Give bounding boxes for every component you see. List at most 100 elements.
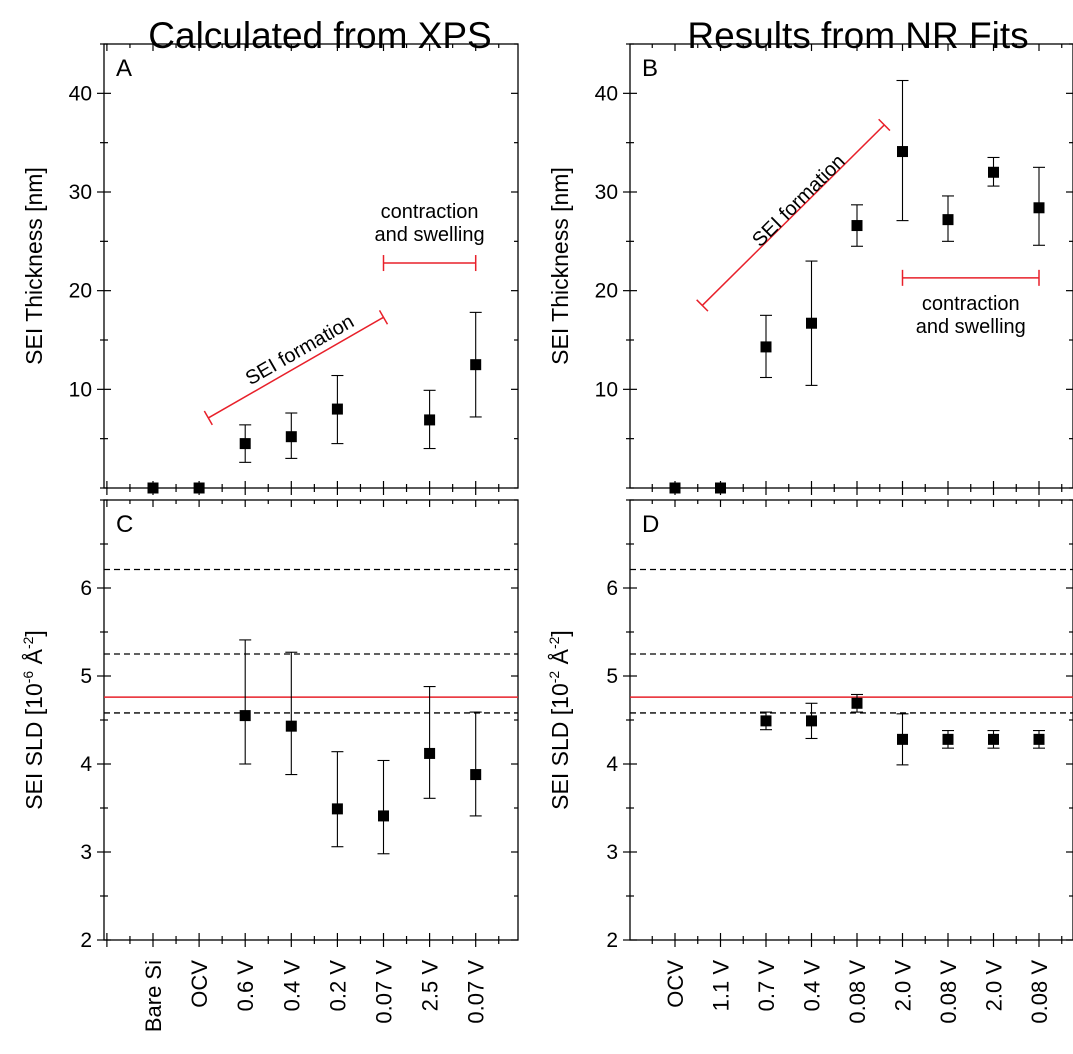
x-category-label: 0.4 V — [800, 960, 825, 1012]
panel-letter: A — [116, 55, 132, 82]
data-point — [470, 359, 482, 371]
data-point — [806, 715, 817, 727]
x-category-label: OCV — [187, 960, 212, 1008]
x-category-label: 0.07 V — [372, 960, 397, 1024]
annotation-label-line2: and swelling — [916, 316, 1026, 338]
y-axis-title-part: SEI SLD [10 — [21, 683, 47, 810]
y-axis-title-exponent: -2 — [546, 636, 562, 649]
y-tick-label: 3 — [606, 841, 618, 864]
panel-d: 2 3 4 5 6 OCV 1.1 V 0.7 V 0.4 V 0.08 V 2.0 V 0.08 V… — [546, 499, 1073, 1024]
panel-letter: C — [116, 511, 133, 538]
data-point — [715, 482, 726, 494]
data-point — [851, 220, 863, 232]
annotation-arrow — [207, 316, 384, 419]
y-tick-label: 4 — [606, 753, 618, 776]
y-axis-title-part: Å — [546, 648, 573, 670]
data-point — [147, 482, 159, 494]
y-tick-label: 10 — [595, 378, 618, 401]
data-point — [331, 403, 343, 415]
y-axis-title: SEI Thickness [nm] — [547, 167, 573, 365]
x-category-label: OCV — [663, 960, 688, 1008]
data-point — [760, 341, 772, 353]
y-tick-label: 40 — [595, 82, 618, 105]
y-tick-label: 2 — [80, 929, 92, 952]
data-point — [239, 710, 251, 722]
y-tick-label: 40 — [69, 82, 92, 105]
x-category-label: 0.6 V — [233, 960, 258, 1012]
y-tick-label: 30 — [595, 181, 618, 204]
x-category-label: 2.0 V — [891, 960, 916, 1012]
panel-letter: D — [642, 511, 659, 538]
data-point — [988, 733, 999, 745]
y-axis-title-part: SEI SLD [10 — [547, 683, 573, 810]
plot-frame — [629, 43, 1073, 489]
annotation-label: contraction — [922, 293, 1020, 315]
x-category-label: 0.7 V — [754, 960, 779, 1012]
y-axis-title-exponent: -2 — [20, 636, 36, 649]
x-category-label: Bare Si — [141, 960, 166, 1032]
y-axis-title: SEI SLD [10-6 Å-2] — [20, 630, 47, 810]
data-point — [897, 146, 908, 158]
data-point — [760, 715, 772, 727]
data-point — [285, 431, 297, 443]
panel-c: 2 3 4 5 6 Bare Si OCV 0.6 V 0.4 V 0.2 V 0.07 V 2.5 … — [20, 499, 519, 1032]
x-category-label: 2.5 V — [418, 960, 443, 1012]
y-axis-title-exponent: -6 — [20, 671, 36, 684]
panel-letter: B — [642, 55, 658, 82]
x-category-label: 0.07 V — [464, 960, 489, 1024]
data-point — [942, 733, 954, 745]
x-category-label: 0.08 V — [845, 960, 870, 1024]
y-tick-label: 30 — [69, 181, 92, 204]
y-tick-label: 10 — [69, 378, 92, 401]
x-category-label: 0.08 V — [1027, 960, 1052, 1024]
data-point — [331, 803, 343, 815]
x-category-label: 0.08 V — [936, 960, 961, 1024]
y-tick-label: 6 — [606, 577, 618, 600]
y-axis-title-part: Å — [20, 648, 47, 670]
y-tick-label: 4 — [80, 753, 92, 776]
y-axis-title: SEI SLD [10-2 Å-2] — [546, 630, 573, 810]
data-point — [1033, 733, 1045, 745]
data-point — [424, 414, 436, 426]
panels: 10 20 30 40 A SEI Thickness [nm] SEI formation… — [20, 43, 1073, 1032]
plot-frame — [103, 43, 519, 489]
data-point — [285, 720, 297, 732]
data-point — [897, 733, 908, 745]
y-axis-title-exponent: -2 — [546, 671, 562, 684]
data-point — [424, 747, 436, 759]
data-point — [1033, 202, 1045, 214]
y-tick-label: 20 — [69, 280, 92, 303]
annotation-label-line2: and swelling — [375, 224, 485, 246]
x-category-label: 0.4 V — [279, 960, 304, 1012]
annotation-arrow — [701, 124, 885, 306]
data-point — [470, 769, 482, 781]
plot-frame — [103, 499, 519, 941]
annotation-label: contraction — [381, 201, 479, 223]
y-axis-title: SEI Thickness [nm] — [21, 167, 47, 365]
y-axis-title-part: ] — [21, 630, 47, 636]
data-point — [988, 166, 999, 178]
data-point — [806, 317, 817, 329]
annotation-cap-start — [203, 410, 213, 426]
annotation-label: SEI formation — [748, 151, 850, 252]
plot-frame — [629, 499, 1073, 941]
x-category-label: 1.1 V — [709, 960, 734, 1012]
y-tick-label: 2 — [606, 929, 618, 952]
data-point — [851, 697, 863, 709]
annotation-label: SEI formation — [242, 311, 358, 390]
right-column-title: Results from NR Fits — [687, 15, 1028, 56]
y-tick-label: 3 — [80, 841, 92, 864]
data-point — [669, 482, 681, 494]
y-tick-label: 5 — [80, 665, 92, 688]
data-point — [193, 482, 205, 494]
y-tick-label: 5 — [606, 665, 618, 688]
data-point — [378, 810, 389, 822]
y-axis-title-part: ] — [547, 630, 573, 636]
panel-b: 10 20 30 40 B SEI Thickness [nm] SEI formation… — [547, 43, 1073, 495]
data-point — [942, 214, 954, 226]
data-point — [239, 438, 251, 450]
x-category-label: 2.0 V — [982, 960, 1007, 1012]
annotation-cap-end — [378, 309, 389, 325]
annotation-cap-end — [878, 118, 891, 132]
